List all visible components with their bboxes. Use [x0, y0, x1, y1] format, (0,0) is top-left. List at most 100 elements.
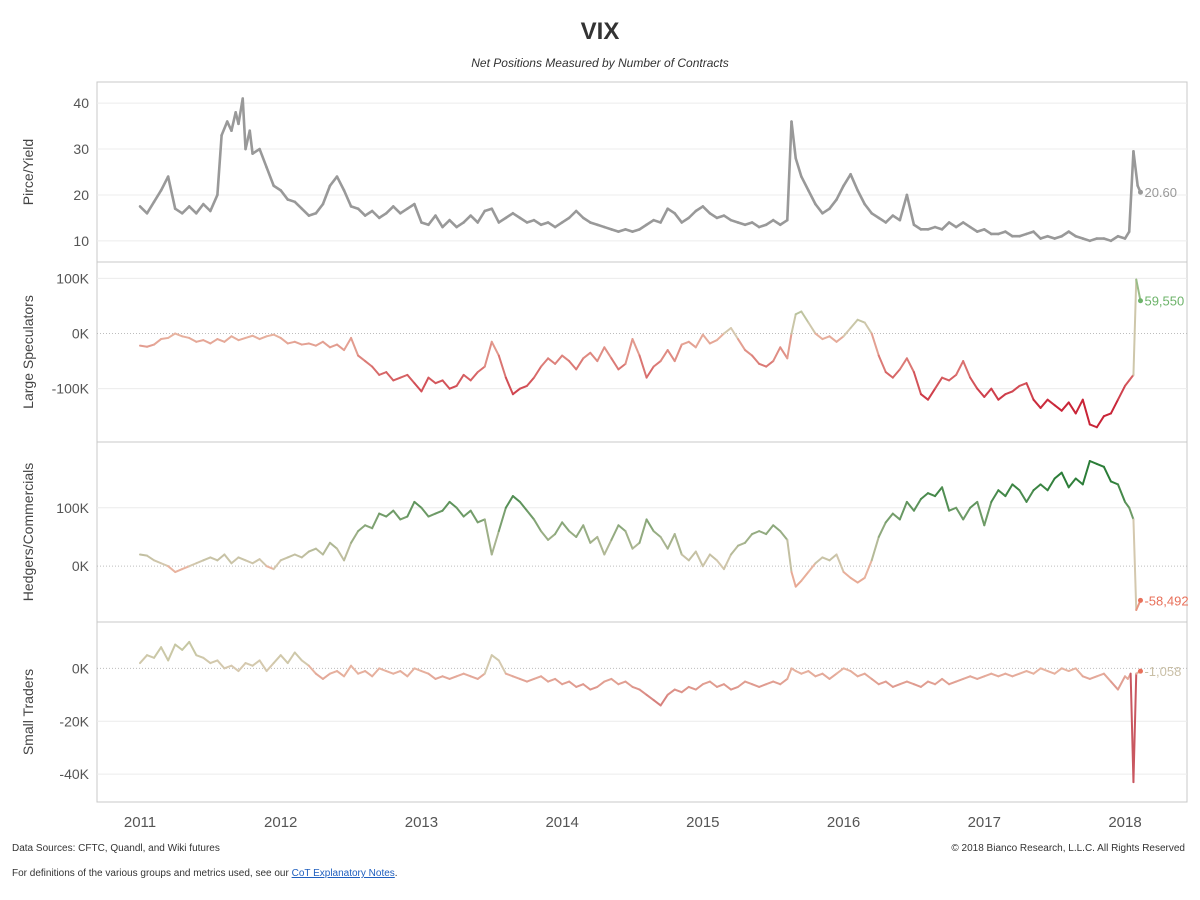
series-segment — [1025, 489, 1035, 503]
series-segment — [814, 556, 824, 565]
series-segment — [568, 530, 578, 538]
y-axis-label: Small Traders — [20, 669, 36, 755]
series-segment — [694, 333, 704, 349]
series-segment — [448, 675, 458, 680]
series-segment — [659, 207, 669, 224]
series-segment — [328, 670, 338, 675]
series-segment — [153, 646, 163, 659]
series-segment — [856, 189, 866, 206]
series-segment — [1132, 518, 1138, 611]
series-segment — [525, 677, 535, 683]
y-tick-label: -20K — [59, 713, 89, 729]
series-segment — [1095, 672, 1105, 678]
x-tick-label: 2013 — [405, 814, 438, 831]
series-segment — [293, 651, 303, 662]
series-segment — [835, 553, 845, 574]
series-segment — [272, 559, 282, 571]
series-segment — [511, 211, 522, 220]
series-segment — [455, 221, 465, 229]
series-segment — [174, 643, 184, 651]
series-segment — [385, 670, 395, 675]
series-segment — [146, 343, 156, 348]
series-segment — [1046, 670, 1056, 675]
series-segment — [779, 346, 789, 360]
series-segment — [821, 672, 831, 680]
series-segment — [195, 559, 205, 565]
series-segment — [504, 376, 514, 396]
series-segment — [617, 680, 627, 686]
series-segment — [561, 354, 571, 363]
series-segment — [497, 659, 507, 675]
series-segment — [750, 221, 761, 229]
series-segment — [1102, 465, 1112, 483]
series-segment — [547, 357, 557, 365]
series-segment — [1039, 398, 1049, 409]
x-tick-label: 2011 — [124, 814, 156, 831]
series-segment — [1116, 384, 1126, 401]
chart-subtitle: Net Positions Measured by Number of Cont… — [471, 56, 729, 70]
series-segment — [413, 667, 423, 673]
definitions-suffix: . — [394, 868, 398, 879]
series-segment — [272, 654, 282, 665]
series-segment — [434, 675, 444, 680]
series-segment — [160, 562, 170, 568]
series-segment — [1132, 672, 1138, 784]
series-segment — [575, 357, 585, 371]
series-segment — [237, 662, 247, 673]
series-segment — [363, 209, 374, 217]
series-segment — [701, 333, 711, 345]
series-segment — [209, 193, 219, 213]
series-segment — [378, 667, 388, 673]
end-value-label: 59,550 — [1144, 294, 1184, 309]
cot-explanatory-notes-link[interactable]: CoT Explanatory Notes — [291, 868, 395, 879]
series-segment — [350, 530, 360, 544]
series-segment — [336, 547, 346, 562]
series-segment — [194, 202, 205, 215]
series-segment — [265, 565, 275, 571]
end-point — [1137, 668, 1143, 674]
series-segment — [265, 333, 275, 338]
x-tick-label: 2012 — [264, 814, 297, 831]
series-segment — [399, 515, 409, 521]
series-segment — [476, 365, 486, 374]
series-segment — [1116, 675, 1126, 691]
series-segment — [982, 228, 993, 236]
series-segment — [912, 683, 922, 688]
series-segment — [666, 207, 677, 215]
series-segment — [948, 680, 958, 686]
series-segment — [1018, 489, 1028, 503]
series-segment — [849, 576, 859, 584]
series-segment — [800, 310, 810, 324]
series-segment — [596, 346, 606, 363]
y-axis-label: Large Speculators — [20, 295, 36, 409]
series-segment — [1081, 675, 1091, 680]
series-segment — [610, 524, 620, 541]
series-segment — [497, 216, 508, 224]
series-segment — [1102, 412, 1112, 418]
series-segment — [533, 675, 543, 680]
series-segment — [166, 175, 177, 211]
series-segment — [371, 512, 381, 530]
series-segment — [364, 670, 374, 678]
series-segment — [1074, 667, 1084, 678]
series-segment — [856, 318, 866, 324]
series-segment — [195, 339, 205, 343]
series-segment — [300, 550, 310, 559]
series-segment — [807, 189, 817, 206]
series-segment — [758, 683, 768, 688]
series-segment — [863, 559, 873, 579]
series-segment — [546, 221, 557, 229]
series-segment — [356, 207, 367, 217]
series-segment — [589, 535, 599, 544]
series-segment — [511, 387, 521, 396]
series-segment — [934, 376, 944, 390]
series-segment — [1124, 379, 1131, 387]
series-segment — [997, 489, 1007, 498]
series-segment — [413, 382, 423, 393]
series-segment — [631, 338, 641, 357]
series-segment — [209, 659, 219, 665]
series-segment — [624, 680, 634, 688]
series-segment — [659, 693, 669, 707]
series-segment — [790, 313, 797, 335]
series-segment — [877, 354, 887, 374]
